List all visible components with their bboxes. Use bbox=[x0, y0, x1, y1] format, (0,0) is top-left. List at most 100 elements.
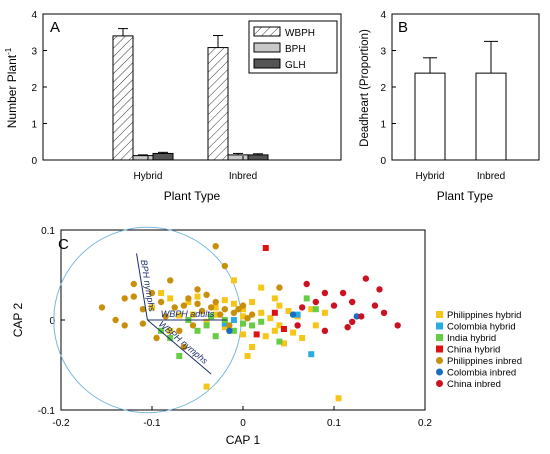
panel-b-ytick-label-0: 0 bbox=[380, 156, 386, 167]
panel-c-point-s2-11 bbox=[276, 338, 283, 345]
panel-a-chart: A Plant Type Number Plant-1 0 1 2 3 4 Hybrid… bbox=[4, 10, 342, 203]
panel-c-point-s4-4 bbox=[148, 289, 156, 297]
panel-b-label: B bbox=[398, 19, 408, 36]
panel-c-point-s0-2 bbox=[194, 293, 201, 300]
panel-c-point-s6-12 bbox=[394, 322, 401, 329]
panel-a-bar-glh-hybrid bbox=[152, 152, 174, 161]
panel-b-ytick-label-1: 1 bbox=[380, 120, 386, 131]
panel-c-point-s4-19 bbox=[230, 309, 238, 316]
panel-c-point-s0-34 bbox=[335, 395, 342, 402]
panel-c-point-s6-14 bbox=[321, 327, 329, 334]
panel-c-vector-label-1: WBPH adults bbox=[161, 309, 215, 319]
panel-c-point-s0-23 bbox=[312, 322, 319, 329]
panel-c-legend-marker-0 bbox=[436, 311, 443, 318]
panel-c-point-s0-29 bbox=[203, 383, 210, 390]
panel-c-point-s2-14 bbox=[208, 313, 215, 320]
panel-b-bar-inbred bbox=[475, 72, 507, 161]
panel-c-legend-marker-6 bbox=[436, 380, 443, 387]
panel-c-point-s6-2 bbox=[339, 289, 347, 297]
panel-c-point-s6-1 bbox=[321, 289, 329, 297]
panel-c-point-s0-9 bbox=[203, 318, 210, 325]
panel-b-xlabel: Plant Type bbox=[437, 189, 494, 203]
panel-a-ylabel: Number Plant bbox=[5, 54, 19, 128]
panel-c-vector-0 bbox=[136, 253, 148, 321]
panel-c-point-s0-17 bbox=[280, 340, 287, 347]
panel-c-point-s6-9 bbox=[298, 304, 306, 311]
panel-c-point-s0-25 bbox=[230, 277, 237, 284]
panel-c-legend-label-4: Philippines inbred bbox=[447, 356, 522, 367]
panel-c-point-s4-35 bbox=[180, 343, 188, 351]
panel-c-point-s4-31 bbox=[276, 284, 283, 291]
panel-c-point-s0-22 bbox=[308, 306, 315, 313]
panel-c-legend-label-5: Colombia inbred bbox=[447, 368, 516, 379]
panel-c-point-s5-2 bbox=[353, 313, 360, 320]
panel-a-legend-swatch-wbph bbox=[253, 26, 281, 37]
panel-c-legend-label-0: Philippines hybrid bbox=[447, 310, 521, 321]
panel-c-point-s2-4 bbox=[194, 327, 201, 334]
panel-c-point-s4-24 bbox=[212, 243, 219, 250]
panel-c-point-s0-30 bbox=[244, 353, 251, 359]
panel-c-point-s3-3 bbox=[280, 326, 287, 332]
panel-c-point-s0-28 bbox=[149, 304, 155, 311]
panel-c-point-s2-8 bbox=[230, 327, 237, 334]
panel-c-point-s1-1 bbox=[308, 351, 315, 358]
panel-c-point-s0-12 bbox=[240, 313, 246, 320]
panel-c-point-s4-9 bbox=[185, 295, 192, 302]
panel-c-point-s2-2 bbox=[176, 353, 183, 359]
panel-c-point-s0-35 bbox=[158, 290, 165, 296]
panel-c-point-s5-0 bbox=[226, 327, 233, 334]
panel-c-point-s0-36 bbox=[189, 311, 196, 318]
panel-c-chart: C CAP 1 CAP 2 -0.2 -0.1 0 0.1 0.2-0.100.1 BP… bbox=[11, 226, 522, 447]
panel-c-point-s2-1 bbox=[167, 335, 174, 341]
panel-c-point-s0-5 bbox=[230, 300, 237, 307]
panel-a-bar-bph-inbred bbox=[227, 154, 249, 161]
panel-c-point-s4-26 bbox=[121, 322, 128, 329]
panel-c-legend-label-2: India hybrid bbox=[447, 333, 496, 344]
panel-c-legend-marker-2 bbox=[436, 334, 443, 341]
panel-c-point-s6-0 bbox=[303, 280, 310, 288]
panel-c-point-s6-13 bbox=[380, 309, 388, 316]
panel-c-point-s4-32 bbox=[167, 277, 174, 284]
panel-a-bar-wbph-hybrid bbox=[112, 35, 134, 161]
panel-c-ytick-label-1: 0 bbox=[49, 316, 55, 327]
panel-c-point-s6-3 bbox=[349, 298, 356, 306]
panel-c-point-s1-2 bbox=[221, 320, 228, 327]
panel-c-ylabel: CAP 2 bbox=[11, 302, 25, 337]
panel-c-point-s4-6 bbox=[162, 313, 169, 320]
panel-a-ylabel-group: Number Plant-1 bbox=[4, 47, 19, 128]
panel-c-label: C bbox=[58, 236, 69, 253]
panel-c-point-s0-31 bbox=[249, 344, 256, 350]
panel-c-point-s0-8 bbox=[176, 312, 183, 319]
panel-c-ytick-label-2: 0.1 bbox=[41, 226, 55, 237]
panel-c-legend-label-3: China hybrid bbox=[447, 345, 500, 356]
panel-b-ytick-label-4: 4 bbox=[380, 10, 386, 21]
panel-c-point-s4-12 bbox=[198, 307, 206, 315]
panel-c-vector-2 bbox=[147, 319, 212, 375]
panel-c-point-s3-2 bbox=[253, 331, 260, 338]
panel-c-ytick-label-0: -0.1 bbox=[38, 406, 56, 417]
panel-c-point-s6-16 bbox=[349, 318, 356, 325]
panel-a-ytick-label-2: 2 bbox=[31, 83, 37, 94]
panel-a-bar-wbph-inbred bbox=[207, 47, 229, 161]
panel-c-point-s4-0 bbox=[98, 304, 106, 311]
panel-a-label: A bbox=[50, 19, 60, 36]
panel-a-ytick-label-3: 3 bbox=[31, 47, 37, 58]
panel-c-point-s4-27 bbox=[112, 316, 119, 324]
panel-c-point-s6-10 bbox=[358, 313, 365, 320]
panel-a-xtick-label-1: Inbred bbox=[229, 171, 257, 182]
panel-c-point-s6-8 bbox=[312, 298, 319, 306]
panel-c-point-s4-10 bbox=[189, 322, 197, 329]
panel-c-point-s2-10 bbox=[258, 318, 265, 325]
panel-c-point-s4-28 bbox=[176, 327, 183, 334]
panel-b-bar-hybrid bbox=[414, 72, 446, 161]
panel-c-point-s0-10 bbox=[212, 311, 219, 318]
panel-c-point-s4-17 bbox=[221, 306, 228, 313]
panel-c-point-s0-26 bbox=[258, 284, 265, 291]
panel-c-point-s6-6 bbox=[376, 286, 383, 293]
panel-a-bar-glh-inbred bbox=[247, 154, 269, 161]
panel-c-vector-label-2: WBPH nymphs bbox=[157, 319, 210, 366]
panel-a-legend-swatch-bph bbox=[253, 42, 281, 53]
panel-c-point-s0-33 bbox=[276, 322, 283, 329]
